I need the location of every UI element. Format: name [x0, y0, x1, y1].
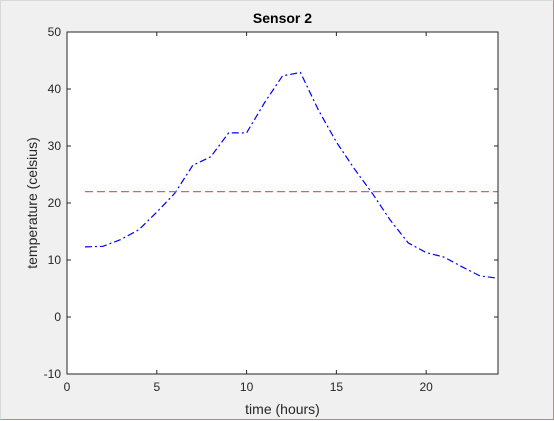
y-axis-label: temperature (celsius) — [24, 137, 40, 269]
y-tick-label: 30 — [48, 139, 62, 153]
plot-area — [67, 32, 498, 374]
x-tick-label: 10 — [240, 380, 254, 394]
x-axis-ticks: 0 5 10 15 20 — [64, 32, 433, 394]
temperature-series-line — [84, 71, 499, 279]
y-tick-label: -10 — [44, 367, 62, 381]
y-axis-ticks: -10 0 10 20 30 40 50 — [44, 25, 498, 381]
chart-title: Sensor 2 — [253, 10, 312, 26]
x-tick-label: 5 — [153, 380, 160, 394]
series-layer — [84, 71, 499, 279]
plot-frame — [66, 31, 499, 375]
y-tick-label: 0 — [54, 310, 61, 324]
y-tick-label: 50 — [48, 25, 62, 39]
x-tick-label: 0 — [64, 380, 71, 394]
x-axis-label: time (hours) — [245, 401, 320, 417]
y-tick-label: 20 — [48, 196, 62, 210]
y-tick-label: 40 — [48, 82, 62, 96]
x-tick-label: 15 — [330, 380, 344, 394]
x-tick-label: 20 — [419, 380, 433, 394]
y-tick-label: 10 — [48, 253, 62, 267]
